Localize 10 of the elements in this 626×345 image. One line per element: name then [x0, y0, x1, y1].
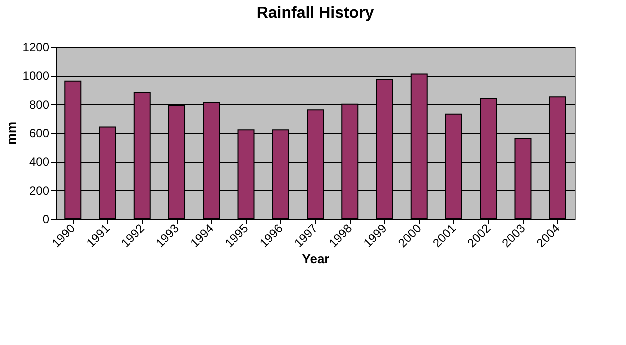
y-tick-label: 600 [29, 126, 50, 140]
chart-title: Rainfall History [256, 5, 374, 22]
y-tick-label: 800 [29, 98, 50, 112]
y-tick-label: 0 [42, 212, 50, 226]
y-tick-label: 200 [29, 184, 50, 198]
y-tick-label: 400 [29, 155, 50, 170]
y-tick-label: 1200 [22, 40, 50, 54]
y-axis-title: mm [4, 122, 19, 146]
x-axis-title: Year [302, 252, 330, 267]
y-tick-label: 1000 [22, 69, 50, 84]
